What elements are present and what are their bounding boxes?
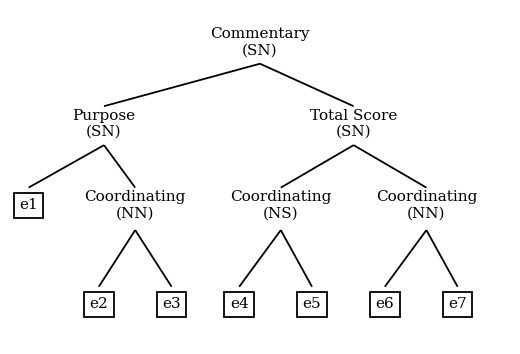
Text: e6: e6 — [375, 297, 394, 312]
Text: e7: e7 — [448, 297, 467, 312]
Text: Coordinating
(NN): Coordinating (NN) — [85, 190, 186, 221]
Text: e1: e1 — [19, 198, 38, 212]
Text: e5: e5 — [303, 297, 321, 312]
Text: Total Score
(SN): Total Score (SN) — [310, 109, 397, 139]
Text: e3: e3 — [162, 297, 181, 312]
Text: Commentary
(SN): Commentary (SN) — [210, 27, 310, 58]
Text: e2: e2 — [89, 297, 108, 312]
Text: Coordinating
(NN): Coordinating (NN) — [376, 190, 477, 221]
Text: Purpose
(SN): Purpose (SN) — [72, 109, 136, 139]
Text: e4: e4 — [230, 297, 249, 312]
Text: Coordinating
(NS): Coordinating (NS) — [230, 190, 331, 221]
